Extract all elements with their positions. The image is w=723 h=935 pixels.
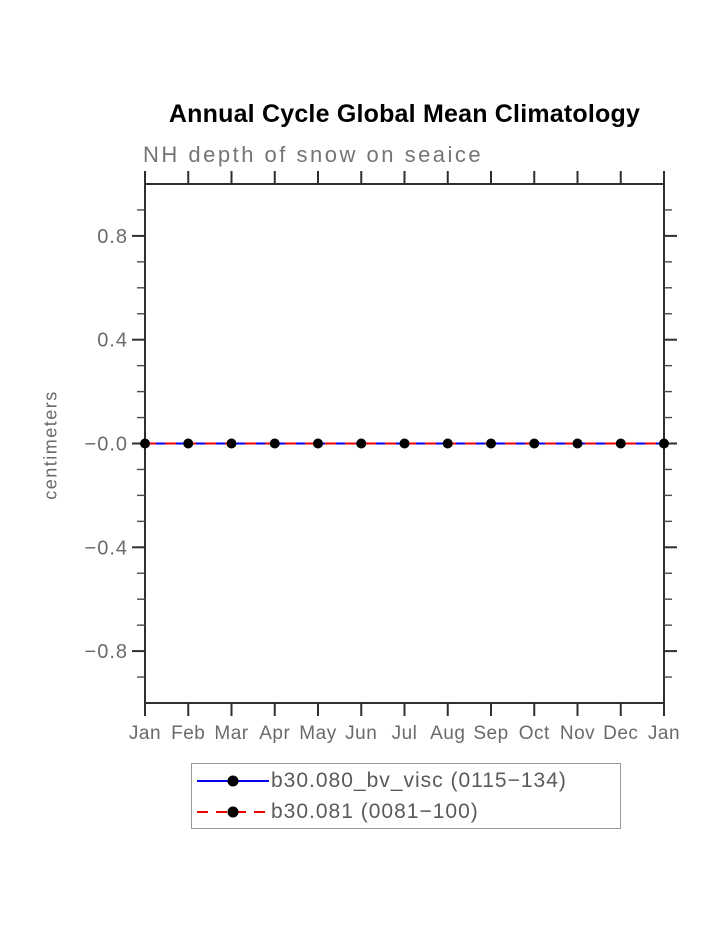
x-tick-label: Feb [171,723,205,744]
data-point-marker [140,438,150,449]
data-point-marker [269,438,280,449]
chart-subtitle: NH depth of snow on seaice [143,142,484,167]
data-point-marker [572,438,583,449]
legend-marker-dot [227,806,239,817]
x-tick-label: Sep [473,723,508,744]
chart-title: Annual Cycle Global Mean Climatology [168,100,641,128]
legend-line-solid-blue [197,775,269,786]
x-tick-label: Jan [129,723,161,744]
x-tick-label: May [299,723,336,744]
data-point-marker [356,438,367,449]
legend-label-series-2: b30.081 (0081−100) [271,799,479,823]
legend-line-dashed-red [197,806,269,817]
x-tick-label: Aug [430,723,465,744]
y-tick-label: −0.4 [85,537,128,559]
x-tick-label: Mar [214,723,248,744]
legend-entry-series-2: b30.081 (0081−100) [192,796,620,827]
x-tick-label: Apr [259,723,290,744]
legend-entry-series-1: b30.080_bv_visc (0115−134) [192,765,620,796]
data-point-marker [313,438,323,449]
x-tick-label: Jan [648,723,680,744]
x-tick-label: Dec [603,723,638,744]
data-point-marker [529,438,540,449]
data-point-marker [659,438,669,449]
data-point-marker [226,438,237,449]
x-tick-label: Oct [519,723,550,744]
y-tick-label: 0.8 [97,226,128,248]
x-tick-label: Nov [560,723,595,744]
y-tick-label: −0.8 [85,641,128,663]
x-tick-label: Jul [392,723,418,744]
legend-label-series-1: b30.080_bv_visc (0115−134) [271,768,567,792]
data-point-marker [399,438,410,449]
data-point-marker [486,438,496,449]
data-point-marker [183,438,194,449]
legend-box: b30.080_bv_visc (0115−134) b30.081 (0081… [191,763,621,829]
y-tick-label: −0.0 [85,434,128,456]
legend-marker-dot [227,775,239,786]
x-tick-label: Jun [345,723,377,744]
data-point-marker [615,438,626,449]
data-point-marker [442,438,453,449]
y-tick-label: 0.4 [97,330,128,352]
